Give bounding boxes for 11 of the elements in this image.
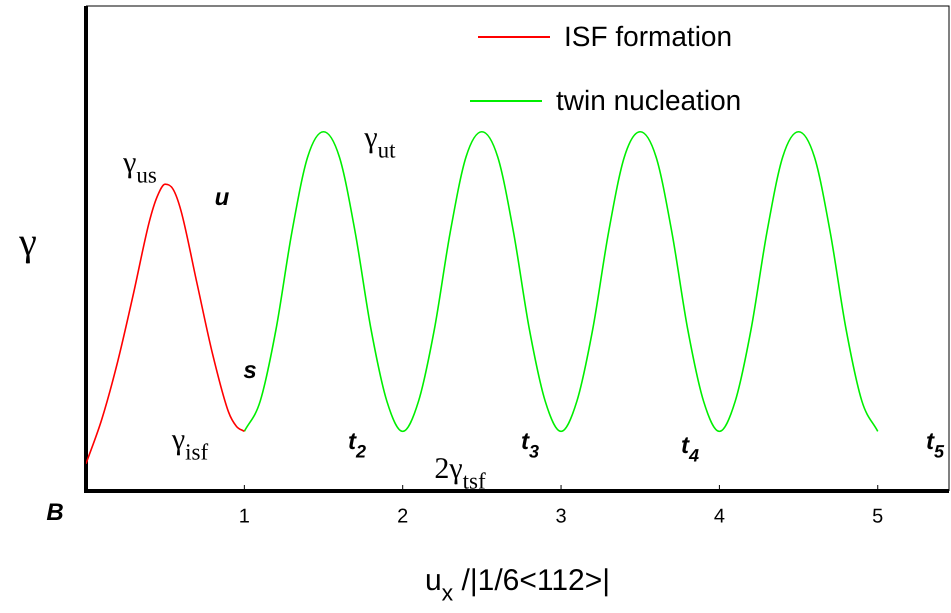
text: B: [46, 499, 64, 526]
x-tick-label: 5: [872, 506, 884, 528]
y-axis-title: γ: [18, 219, 37, 264]
annotation: s: [243, 357, 257, 384]
legend-label: ISF formation: [564, 21, 732, 52]
x-tick-label: 3: [555, 506, 567, 528]
x-tick-label: 2: [397, 506, 408, 528]
legend-label: twin nucleation: [556, 85, 742, 116]
annotation: u: [214, 184, 230, 211]
x-tick-label: 1: [238, 506, 250, 528]
x-tick-label: 4: [714, 506, 725, 528]
